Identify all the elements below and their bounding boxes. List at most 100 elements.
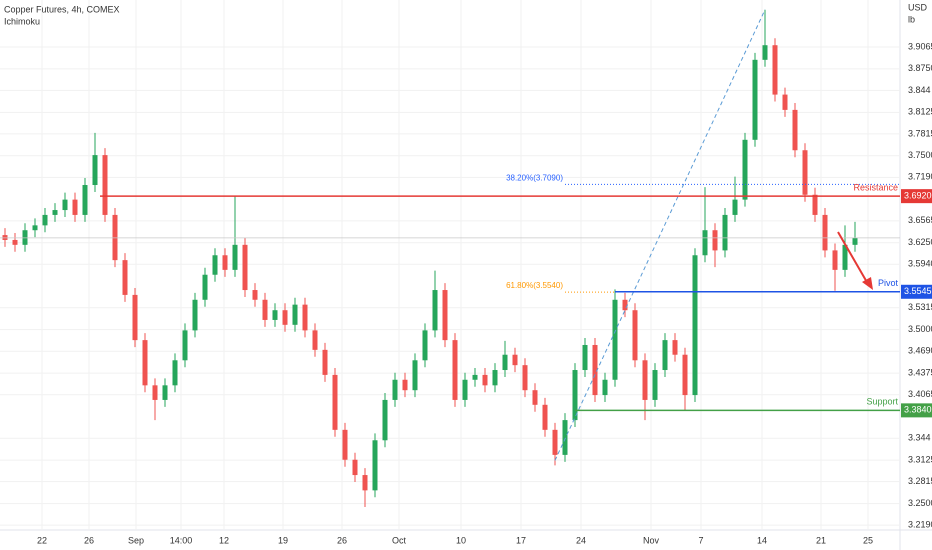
candle-body [402, 379, 408, 391]
candle-body [462, 379, 468, 400]
y-tick-label: 3.6565 [908, 215, 932, 225]
candle-body [572, 370, 578, 421]
x-tick-label: 10 [456, 535, 466, 545]
candle-body [142, 340, 148, 386]
candle-body [182, 330, 188, 361]
y-tick-label: 3.5940 [908, 259, 932, 269]
candle-body [102, 155, 108, 215]
y-tick-label: 3.7190 [908, 172, 932, 182]
candle-body [652, 370, 658, 400]
candle-body [252, 290, 258, 300]
candle-body [412, 360, 418, 391]
x-tick-label: 24 [576, 535, 586, 545]
candle-body [192, 299, 198, 331]
candle-body [512, 354, 518, 366]
candle-body [802, 150, 808, 195]
candle-body [332, 374, 338, 430]
y-tick-label: 3.9065 [908, 41, 932, 51]
trend-line [554, 9, 766, 461]
candle-body [122, 260, 128, 295]
candle-body [732, 199, 738, 215]
candle-body [562, 420, 568, 455]
candle-body [602, 379, 608, 396]
candle-body [582, 344, 588, 371]
price-tag [901, 403, 932, 418]
candle-body [172, 360, 178, 386]
fib-label: 38.20%(3.7090) [506, 173, 563, 182]
candle-body [772, 45, 778, 95]
candle-body [852, 237, 858, 245]
candle-body [552, 429, 558, 455]
y-unit: USD [908, 2, 928, 12]
candle-body [372, 440, 378, 491]
x-tick-label: 25 [863, 535, 873, 545]
candle-body [302, 304, 308, 331]
candle-body [782, 94, 788, 110]
y-tick-label: 3.4690 [908, 346, 932, 356]
y-tick-label: 3.5315 [908, 302, 932, 312]
candle-body [352, 459, 358, 476]
y-tick-label: 3.2815 [908, 476, 932, 486]
chart-subtitle: Ichimoku [4, 16, 40, 26]
candle-body [262, 299, 268, 320]
candle-body [792, 109, 798, 151]
price-tag [901, 284, 932, 299]
y-tick-label: 3.8125 [908, 107, 932, 117]
candle-body [392, 379, 398, 400]
candle-body [92, 155, 98, 186]
x-tick-label: 17 [516, 535, 526, 545]
x-tick-label: 22 [37, 535, 47, 545]
candle-body [42, 214, 48, 226]
candle-body [442, 290, 448, 341]
price-tag-label: 3.5545 [904, 286, 932, 296]
candle-body [812, 194, 818, 215]
y-tick-label: 3.8750 [908, 63, 932, 73]
candle-body [282, 310, 288, 325]
candle-body [682, 354, 688, 396]
candle-body [242, 244, 248, 291]
fib-label: 61.80%(3.5540) [506, 281, 563, 290]
candle-body [382, 399, 388, 441]
price-tag [901, 189, 932, 204]
price-tag-label: 3.3840 [904, 405, 932, 415]
y-tick-label: 3.4375 [908, 368, 932, 378]
candle-body [672, 340, 678, 355]
y-tick-label: 3.3125 [908, 454, 932, 464]
y-tick-label: 3.2190 [908, 520, 932, 530]
candle-body [292, 304, 298, 325]
overlays: 3.9065 3.8750 3.844 3.8125 3.7815 3.7500 3.719… [37, 9, 932, 545]
y-tick-label: 3.5000 [908, 324, 932, 334]
x-tick-label: 7 [698, 535, 703, 545]
arrow-head [862, 277, 873, 290]
candle-body [132, 294, 138, 341]
price-tag-label: 3.6920 [904, 191, 932, 201]
candle-body [692, 255, 698, 396]
x-tick-label: 14 [757, 535, 767, 545]
chart-title: Copper Futures, 4h, COMEX [4, 4, 120, 14]
candle-body [432, 290, 438, 331]
candle-body [82, 185, 88, 215]
grid [0, 0, 900, 530]
y-tick-label: 3.6250 [908, 237, 932, 247]
candle-body [752, 59, 758, 140]
candle-body [502, 354, 508, 371]
candle-body [162, 385, 168, 400]
x-tick-label: 26 [84, 535, 94, 545]
y-unit: lb [908, 14, 915, 24]
candle-body [62, 199, 68, 211]
y-tick-label: 3.7500 [908, 150, 932, 160]
x-tick-label: 26 [337, 535, 347, 545]
x-tick-label: Sep [128, 535, 144, 545]
candle-body [452, 340, 458, 400]
candle-body [472, 374, 478, 380]
level-name: Resistance [853, 183, 898, 193]
arrow [837, 231, 869, 285]
y-tick-label: 3.7815 [908, 128, 932, 138]
x-tick-label: Oct [392, 535, 407, 545]
candle-body [722, 214, 728, 251]
candle-body [312, 330, 318, 350]
candle-body [322, 349, 328, 375]
candle-body [702, 230, 708, 256]
